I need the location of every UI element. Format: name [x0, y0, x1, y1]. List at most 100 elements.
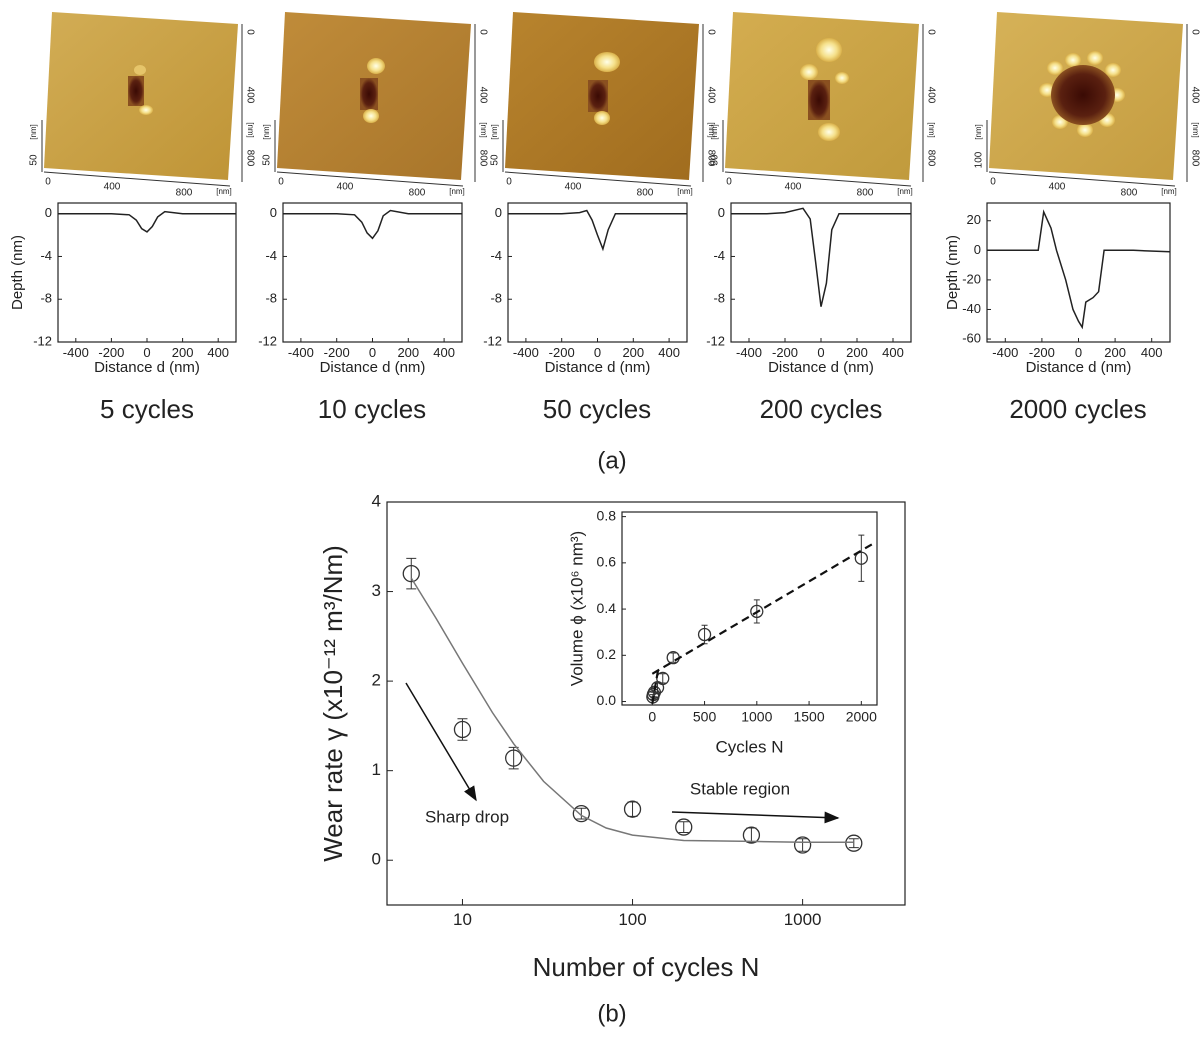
- bump: [818, 123, 840, 141]
- y-axis-label: Wear rate γ (x10⁻¹² m³/Nm): [318, 545, 348, 862]
- profile-line: [731, 207, 911, 307]
- x-tick-label: 0: [817, 345, 824, 360]
- afm-axis: [43, 171, 231, 187]
- plot-frame: [730, 202, 912, 343]
- x-axis-label: Number of cycles N: [533, 952, 760, 982]
- x-tick-label: -400: [513, 345, 539, 360]
- x-tick-label: 200: [397, 345, 419, 360]
- afm-z-tick: 50: [490, 154, 501, 166]
- annotation-arrow: [405, 682, 477, 802]
- afm-tick-label: 400: [925, 87, 936, 104]
- data-point: [402, 564, 420, 583]
- fit-line: [410, 577, 854, 844]
- y-tick-label: -8: [265, 291, 277, 306]
- y-tick-label: 0: [495, 205, 502, 220]
- x-tick-label: 400: [1141, 345, 1163, 360]
- data-point: [572, 805, 590, 823]
- x-tick-label: -200: [324, 345, 350, 360]
- x-tick-label: -400: [736, 345, 762, 360]
- y-tick-label: 20: [967, 212, 981, 227]
- y-tick-label: -12: [33, 333, 52, 348]
- y-tick-label: -20: [962, 271, 981, 286]
- bump: [1105, 63, 1121, 77]
- error-bar: [848, 838, 859, 849]
- afm-tick-label: 0: [925, 29, 936, 35]
- afm-tick-label: 800: [637, 188, 654, 199]
- afm-image: 0 0 400 400 800 800 [nm] [nm] [nm] 50: [29, 12, 255, 199]
- y-tick-label: -12: [706, 333, 725, 348]
- afm-tick-label: 0: [1189, 29, 1200, 35]
- afm-tick-label: 0: [506, 177, 512, 188]
- bump: [367, 58, 385, 74]
- y-axis-label: Depth (nm): [944, 235, 961, 310]
- afm-tick-label: 400: [244, 87, 255, 104]
- error-bar: [670, 652, 677, 663]
- y-tick-label: 2: [372, 671, 381, 690]
- afm-tick-label: 800: [1121, 188, 1138, 199]
- panel-label: (a): [597, 447, 626, 474]
- error-bar: [746, 827, 757, 843]
- y-axis-label: Depth (nm): [9, 235, 26, 310]
- bump: [1077, 123, 1093, 137]
- afm-tick-label: 0: [477, 29, 488, 35]
- afm-tick-label: 800: [925, 150, 936, 167]
- afm-tick-label: 400: [705, 87, 716, 104]
- plot-frame: [57, 202, 237, 343]
- annotation: Sharp drop: [425, 807, 509, 826]
- y-tick-label: -8: [713, 291, 725, 306]
- afm-tick-label: 800: [1189, 150, 1200, 167]
- afm-unit: [nm]: [927, 122, 936, 138]
- fit-line: [651, 543, 873, 675]
- x-tick-label: 200: [846, 345, 868, 360]
- error-bar: [797, 838, 808, 852]
- afm-unit: [nm]: [1191, 122, 1200, 138]
- error-bar: [457, 718, 468, 741]
- y-tick-label: 0: [45, 205, 52, 220]
- x-tick-label: -200: [549, 345, 575, 360]
- x-tick-label: 1500: [793, 708, 824, 724]
- afm-unit: [nm]: [974, 124, 983, 140]
- afm-unit: [nm]: [262, 124, 271, 140]
- pit: [808, 80, 830, 120]
- afm-axis: [988, 171, 1176, 187]
- x-tick-label: 400: [658, 345, 680, 360]
- afm-tick-label: 800: [477, 150, 488, 167]
- y-tick-label: 0: [270, 205, 277, 220]
- plot-frame: [507, 202, 688, 343]
- afm-tick-label: 800: [705, 150, 716, 167]
- x-tick-label: -200: [98, 345, 124, 360]
- data-point: [505, 749, 523, 767]
- afm-tick-label: 400: [1189, 87, 1200, 104]
- afm-tick-label: 0: [45, 177, 51, 188]
- x-tick-label: 500: [693, 708, 717, 724]
- y-tick-label: -8: [490, 291, 502, 306]
- afm-image: 0 0 400 400 800 800 [nm] [nm] [nm] 100: [974, 12, 1200, 199]
- afm-z-tick: 100: [974, 151, 985, 168]
- error-bar: [858, 534, 865, 582]
- x-tick-label: -400: [288, 345, 314, 360]
- afm-tick-label: 800: [857, 188, 874, 199]
- bump: [594, 111, 610, 125]
- profile-line: [58, 210, 236, 233]
- fit-line: [651, 666, 660, 704]
- y-tick-label: 4: [372, 491, 381, 510]
- plot-frame: [621, 511, 878, 706]
- afm-unit: [nm]: [707, 122, 716, 138]
- afm-unit: [nm]: [449, 187, 465, 196]
- cycle-label: 2000 cycles: [1009, 394, 1146, 424]
- afm-axis: [276, 171, 464, 187]
- data-point: [854, 551, 868, 565]
- error-bar: [659, 673, 666, 684]
- x-tick-label: 100: [618, 910, 646, 929]
- afm-z-tick: 50: [262, 154, 273, 166]
- afm-image: 0 0 400 400 800 800 [nm] [nm] [nm] 50: [490, 12, 716, 199]
- y-tick-label: -4: [713, 248, 725, 263]
- x-tick-label: -200: [1029, 345, 1055, 360]
- y-axis-label: Volume ϕ (x10⁶ nm³): [567, 531, 586, 686]
- data-point: [845, 834, 863, 852]
- bump: [1047, 61, 1063, 75]
- afm-axis: [504, 171, 692, 187]
- afm-tick-label: 0: [990, 177, 996, 188]
